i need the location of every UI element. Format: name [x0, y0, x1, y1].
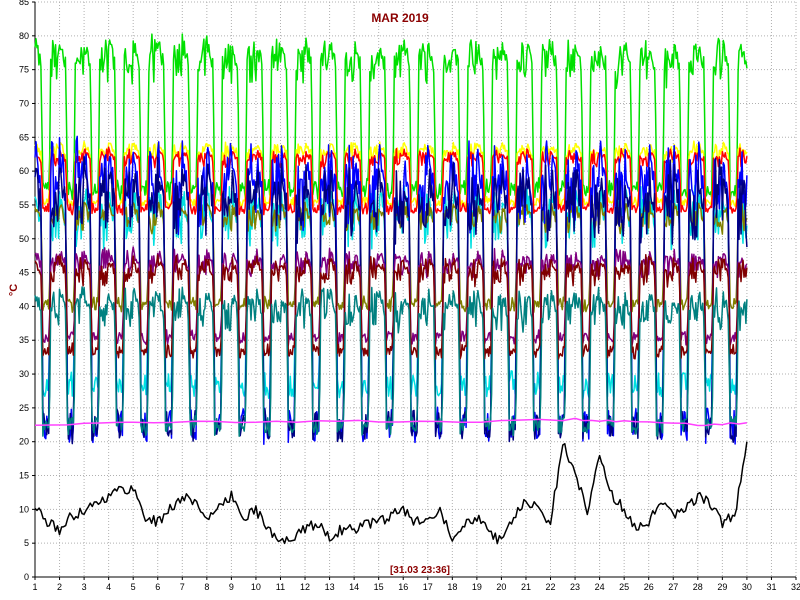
x-tick-label: 12	[300, 582, 310, 592]
y-tick-label: 30	[19, 369, 29, 379]
y-tick-label: 60	[19, 166, 29, 176]
x-tick-label: 3	[82, 582, 87, 592]
x-tick-label: 19	[472, 582, 482, 592]
series-line	[34, 417, 748, 427]
x-tick-label: 18	[447, 582, 457, 592]
chart-title: MAR 2019	[371, 11, 429, 25]
y-axis-label: °C	[8, 284, 20, 296]
x-tick-label: 28	[693, 582, 703, 592]
x-tick-label: 26	[644, 582, 654, 592]
y-tick-label: 15	[19, 471, 29, 481]
x-tick-label: 25	[619, 582, 629, 592]
x-axis-tick-labels: 1 2 3 4 5 6 7 8 9 10 11 12 13 14 15 16 17 18 19 20 21 22 23 24 2…	[32, 577, 800, 592]
x-tick-label: 10	[251, 582, 261, 592]
y-tick-label: 35	[19, 335, 29, 345]
series-line	[34, 33, 748, 201]
x-tick-label: 9	[229, 582, 234, 592]
y-tick-label: 75	[19, 65, 29, 75]
y-tick-label: 40	[19, 301, 29, 311]
x-tick-label: 30	[742, 582, 752, 592]
x-tick-label: 11	[276, 582, 285, 592]
x-tick-label: 23	[570, 582, 580, 592]
series-layer	[34, 33, 748, 545]
x-tick-label: 5	[131, 582, 136, 592]
y-tick-label: 70	[19, 98, 29, 108]
x-tick-label: 6	[155, 582, 160, 592]
x-tick-label: 13	[325, 582, 335, 592]
series-line	[34, 441, 748, 545]
y-tick-label: 85	[19, 0, 29, 7]
y-tick-label: 55	[19, 200, 29, 210]
x-tick-label: 32	[791, 582, 800, 592]
series-line	[34, 253, 748, 360]
series-line	[34, 246, 748, 347]
y-tick-label: 5	[24, 538, 29, 548]
x-tick-label: 31	[766, 582, 776, 592]
y-tick-label: 50	[19, 234, 29, 244]
x-tick-label: 17	[423, 582, 433, 592]
y-tick-label: 10	[19, 504, 29, 514]
x-tick-label: 2	[57, 582, 62, 592]
x-tick-label: 7	[180, 582, 185, 592]
x-tick-label: 22	[546, 582, 556, 592]
y-tick-label: 45	[19, 268, 29, 278]
series-line	[34, 286, 748, 437]
x-tick-label: 15	[374, 582, 384, 592]
x-tick-label: 4	[106, 582, 111, 592]
x-tick-label: 29	[717, 582, 727, 592]
y-tick-label: 0	[24, 572, 29, 582]
x-tick-label: 21	[521, 582, 531, 592]
y-tick-label: 65	[19, 132, 29, 142]
x-tick-label: 14	[349, 582, 359, 592]
x-tick-label: 16	[398, 582, 408, 592]
x-tick-label: 20	[496, 582, 506, 592]
series-line	[34, 146, 748, 216]
y-tick-label: 20	[19, 437, 29, 447]
x-tick-label: 24	[595, 582, 605, 592]
timestamp-label: [31.03 23:36]	[390, 565, 450, 576]
y-tick-label: 25	[19, 403, 29, 413]
x-tick-label: 1	[32, 582, 37, 592]
chart-axes	[34, 2, 796, 578]
x-tick-label: 27	[668, 582, 678, 592]
y-tick-label: 80	[19, 31, 29, 41]
x-tick-label: 8	[204, 582, 209, 592]
y-axis-tick-labels: 0 5 10 15 20 25 30 35 40 45 50 55 60 65 70 75 80 85	[19, 0, 35, 582]
